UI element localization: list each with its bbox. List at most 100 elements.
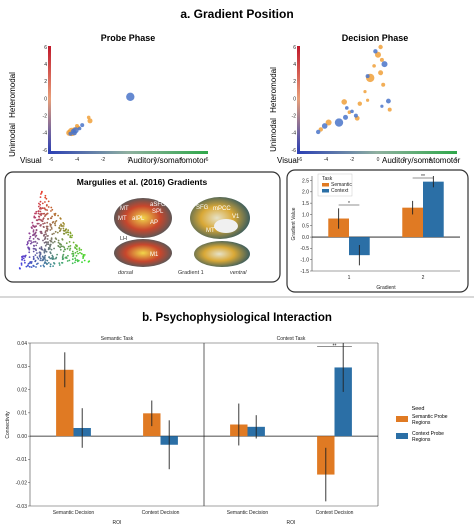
cloud-point — [36, 219, 39, 222]
xtick-label: 2 — [403, 157, 406, 163]
cloud-point — [54, 222, 56, 225]
blue-point — [71, 130, 77, 136]
cloud-point — [32, 234, 34, 237]
cloud-point — [69, 236, 72, 239]
cloud-point — [38, 251, 41, 254]
cloud-point — [20, 264, 23, 266]
cloud-point — [76, 250, 79, 253]
cloud-point — [61, 238, 64, 241]
blue-point — [365, 74, 370, 79]
cloud-point — [42, 212, 44, 215]
probe-points — [66, 92, 135, 137]
cloud-point — [64, 256, 67, 259]
cloud-point — [35, 244, 38, 247]
cloud-point — [27, 246, 29, 249]
cloud-point — [49, 225, 52, 227]
decision-phase-panel: Decision Phase Heteromodal Unimodal Visu… — [269, 33, 461, 165]
cloud-point — [39, 257, 42, 260]
blue-point — [350, 109, 354, 114]
cloud-point — [54, 212, 57, 215]
cloud-point — [68, 249, 71, 251]
orange-point — [378, 44, 383, 50]
cloud-point — [43, 256, 46, 258]
blue-point — [316, 129, 321, 135]
cloud-point — [72, 255, 74, 258]
cloud-point — [40, 214, 42, 217]
seed-legend-label-semantic: Semantic Probe Regions — [412, 414, 449, 426]
ytick-label: 0.01 — [17, 411, 27, 417]
cloud-point — [46, 229, 49, 232]
brain-label: aIPL — [132, 216, 145, 222]
cloud-point — [45, 197, 48, 200]
decision-xlabel-visual: Visual — [277, 156, 299, 165]
cloud-point — [54, 224, 57, 227]
cloud-point — [74, 244, 77, 246]
x-axis-label: Gradient — [376, 285, 396, 291]
cloud-point — [62, 232, 65, 235]
bar — [56, 369, 74, 437]
cloud-point — [39, 200, 42, 203]
cloud-point — [43, 251, 46, 254]
cloud-point — [56, 231, 59, 234]
cloud-point — [75, 248, 78, 251]
cloud-point — [34, 254, 37, 256]
cloud-point — [46, 227, 49, 230]
cloud-point — [32, 250, 35, 253]
cloud-point — [33, 226, 36, 229]
cloud-point — [36, 222, 39, 225]
cloud-point — [61, 262, 64, 264]
cloud-point — [64, 228, 67, 231]
ytick-label: -0.02 — [16, 481, 28, 487]
cloud-point — [23, 259, 26, 262]
cloud-point — [74, 257, 77, 260]
cloud-point — [79, 251, 81, 254]
cloud-point — [28, 256, 31, 258]
cloud-point — [39, 196, 42, 199]
cloud-point — [45, 250, 48, 253]
cloud-point — [39, 206, 42, 209]
ytick-label: 6 — [44, 45, 47, 51]
brain-label: ventral — [230, 270, 247, 276]
cloud-point — [58, 264, 61, 266]
cloud-point — [31, 221, 34, 224]
ytick-label: -4 — [43, 131, 48, 137]
cloud-point — [28, 265, 31, 268]
cloud-point — [46, 204, 48, 206]
cloud-point — [57, 239, 60, 242]
cloud-point — [80, 252, 83, 255]
blue-point — [381, 61, 388, 68]
cloud-point — [54, 230, 57, 233]
cloud-point — [43, 222, 46, 225]
cloud-point — [39, 253, 42, 256]
chart-title: Context Task — [277, 336, 306, 342]
cloud-point — [61, 225, 63, 228]
cloud-point — [65, 242, 68, 245]
probe-xlabel-visual: Visual — [20, 156, 42, 165]
cloud-point — [50, 237, 53, 240]
cloud-point — [40, 191, 43, 194]
cloud-point — [42, 264, 45, 267]
brain-label: A1 — [182, 218, 190, 224]
cloud-point — [67, 254, 69, 257]
cloud-point — [57, 245, 60, 248]
orange-point — [87, 118, 93, 124]
cloud-point — [28, 248, 31, 251]
ytick-label: -0.01 — [16, 457, 28, 463]
cloud-point — [39, 203, 41, 206]
decision-ylabel-heteromodal: Heteromodal — [269, 67, 278, 113]
x-axis-label: ROI — [287, 520, 296, 526]
cloud-point — [26, 243, 28, 246]
cloud-point — [63, 248, 66, 251]
brain-medial-wall — [214, 219, 238, 233]
cloud-point — [51, 215, 53, 218]
cloud-point — [80, 248, 83, 251]
task-legend-label: Context — [331, 188, 349, 194]
xtick-label: -2 — [350, 157, 355, 163]
cloud-point — [24, 261, 26, 264]
blue-point — [334, 118, 344, 127]
cloud-point — [45, 233, 47, 236]
cloud-point — [41, 255, 44, 258]
xtick-label: -6 — [298, 157, 303, 163]
